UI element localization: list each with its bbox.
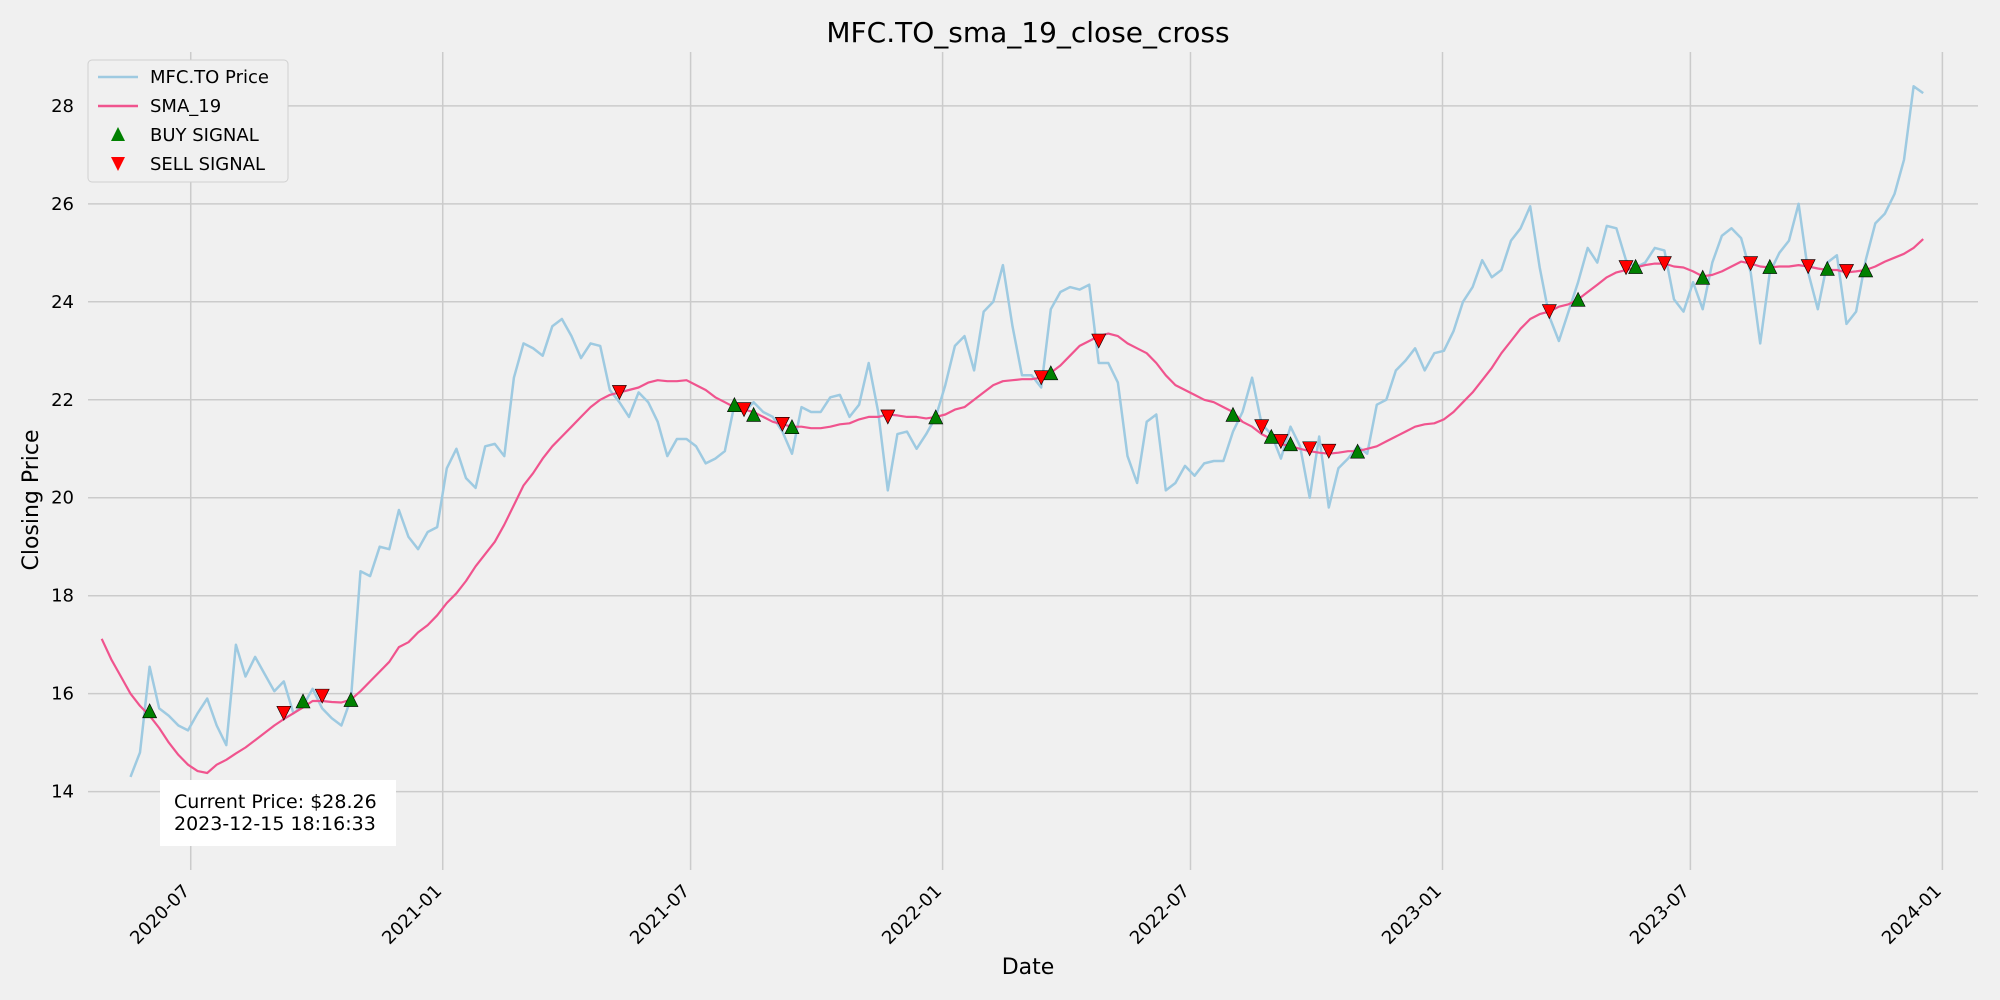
sell-signal-marker: [611, 385, 627, 401]
legend-sma-label: SMA_19: [150, 96, 221, 117]
buy-signal-marker: [928, 409, 944, 425]
y-tick-label: 16: [51, 684, 74, 705]
buy-signal-marker: [1043, 365, 1059, 381]
annotation-box: [160, 780, 396, 846]
sell-signal-marker: [1091, 333, 1107, 349]
legend-buy-label: BUY SIGNAL: [150, 125, 259, 146]
buy-signal-marker: [746, 406, 762, 422]
sell-signal-marker: [1541, 304, 1557, 320]
sell-signal-marker: [774, 416, 790, 432]
series-lines: [100, 85, 1924, 778]
buy-signal-marker: [142, 703, 158, 719]
sell-signal-marker: [880, 409, 896, 425]
sma-line: [100, 238, 1924, 775]
chart-title: MFC.TO_sma_19_close_cross: [826, 16, 1229, 49]
sell-signal-marker: [1618, 260, 1634, 276]
signal-markers: [142, 256, 1874, 721]
y-tick-label: 20: [51, 488, 74, 509]
buy-signal-marker: [726, 396, 742, 412]
buy-signal-marker: [1695, 269, 1711, 285]
y-tick-label: 22: [51, 390, 74, 411]
buy-signal-marker: [295, 693, 311, 709]
buy-signal-marker: [1819, 260, 1835, 276]
buy-signal-marker: [1762, 258, 1778, 274]
current-price-annotation: Current Price: $28.26 2023-12-15 18:16:3…: [160, 780, 396, 846]
legend-buy-marker: [111, 127, 125, 141]
legend-sell-marker: [111, 157, 125, 171]
sell-signal-marker: [1254, 419, 1270, 435]
legend-price-label: MFC.TO Price: [150, 67, 269, 88]
buy-signal-marker: [1282, 436, 1298, 452]
buy-signal-marker: [1225, 406, 1241, 422]
sell-signal-marker: [1743, 256, 1759, 272]
grid: [88, 52, 1978, 870]
sell-signal-marker: [1321, 443, 1337, 459]
legend: MFC.TO Price SMA_19 BUY SIGNAL SELL SIGN…: [87, 59, 289, 183]
buy-signal-marker: [784, 419, 800, 435]
buy-signal-marker: [343, 691, 359, 707]
buy-signal-marker: [1628, 258, 1644, 274]
sell-signal-marker: [1302, 441, 1318, 457]
sell-signal-marker: [276, 705, 292, 721]
legend-box: [87, 59, 289, 183]
y-tick-label: 24: [51, 292, 74, 313]
y-tick-label: 14: [51, 782, 74, 803]
y-tick-label: 28: [51, 96, 74, 117]
y-tick-label: 26: [51, 194, 74, 215]
price-line: [129, 85, 1924, 778]
sell-signal-marker: [1839, 264, 1855, 280]
sell-signal-marker: [1656, 256, 1672, 272]
buy-signal-marker: [1263, 428, 1279, 444]
annotation-price: Current Price: $28.26: [174, 791, 377, 813]
y-axis-title: Closing Price: [19, 429, 44, 570]
y-tick-label: 18: [51, 586, 74, 607]
sell-signal-marker: [1800, 259, 1816, 275]
annotation-timestamp: 2023-12-15 18:16:33: [174, 813, 376, 835]
sell-signal-marker: [314, 688, 330, 704]
buy-signal-marker: [1350, 443, 1366, 459]
buy-signal-marker: [1570, 291, 1586, 307]
x-axis-title: Date: [1002, 955, 1055, 980]
legend-sell-label: SELL SIGNAL: [150, 154, 265, 175]
buy-signal-marker: [1858, 262, 1874, 278]
